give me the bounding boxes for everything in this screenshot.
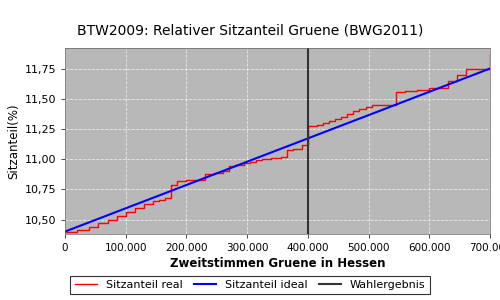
Sitzanteil real [338,116,344,119]
X-axis label: Zweitstimmen Gruene in Hessen: Zweitstimmen Gruene in Hessen [170,257,385,270]
Legend: Sitzanteil real, Sitzanteil ideal, Wahlergebnis: Sitzanteil real, Sitzanteil ideal, Wahle… [70,276,430,294]
Y-axis label: Sitzanteil(%): Sitzanteil(%) [7,103,20,179]
Text: BTW2009: Relativer Sitzanteil Gruene (BWG2011): BTW2009: Relativer Sitzanteil Gruene (BW… [77,24,423,38]
Sitzanteil real [306,124,312,128]
Sitzanteil real [150,199,156,202]
Sitzanteil real [62,230,68,233]
Sitzanteil real [487,52,493,56]
Sitzanteil real [299,143,305,147]
Sitzanteil real [314,123,320,127]
Line: Sitzanteil real: Sitzanteil real [65,54,490,232]
Sitzanteil real [232,163,238,166]
